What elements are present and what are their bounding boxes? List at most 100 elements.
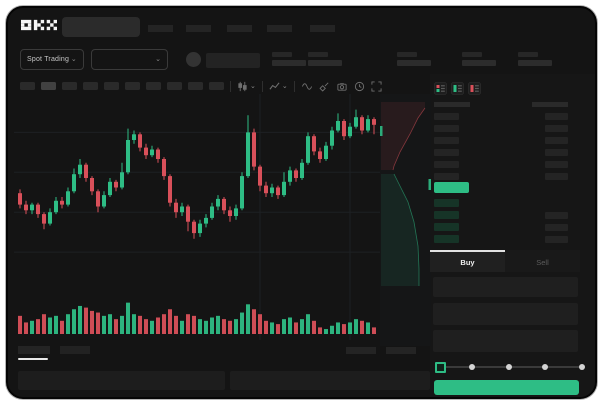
order-price-field[interactable] <box>433 277 578 297</box>
timeframe-button[interactable] <box>62 82 77 90</box>
ask-price-bar <box>434 124 459 132</box>
trading-pair-dropdown[interactable]: ⌄ <box>91 49 168 70</box>
line-tool-button[interactable] <box>301 81 313 92</box>
divider <box>261 80 263 92</box>
order-book-ask-row[interactable] <box>434 170 568 182</box>
chart-toolbar: ⌄ ⌄ <box>20 79 382 93</box>
slider-stop-50[interactable] <box>506 364 512 370</box>
slider-handle-0[interactable] <box>435 362 446 373</box>
bid-amount-bar <box>545 223 568 231</box>
ask-price-bar <box>434 172 459 180</box>
order-book-ask-row[interactable] <box>434 158 568 170</box>
order-amount-field[interactable] <box>433 303 578 325</box>
pencil-icon <box>319 82 329 92</box>
orderbook-last-price[interactable] <box>434 182 469 193</box>
nav-item[interactable] <box>227 25 252 32</box>
order-book-bid-row[interactable] <box>434 209 568 221</box>
orderbook-asks-icon[interactable] <box>468 82 481 95</box>
order-book-ask-row[interactable] <box>434 110 568 122</box>
timeframe-button[interactable] <box>209 82 224 90</box>
ask-price-bar <box>434 136 459 144</box>
nav-item[interactable] <box>310 25 335 32</box>
order-book-ask-row[interactable] <box>434 146 568 158</box>
ask-price-bar <box>434 112 459 120</box>
chart-type-selector[interactable]: ⌄ <box>237 81 256 92</box>
indicators-selector[interactable]: ⌄ <box>269 81 288 92</box>
slider-stop-25[interactable] <box>469 364 475 370</box>
order-side-tabs: Buy Sell <box>430 250 580 272</box>
draw-tool-button[interactable] <box>319 81 330 92</box>
order-book-bid-row[interactable] <box>434 233 568 245</box>
bottom-action-button[interactable] <box>346 347 376 354</box>
indicator-icon <box>269 81 280 90</box>
ask-price-bar <box>434 160 459 168</box>
nav-item[interactable] <box>267 25 292 32</box>
chevron-down-icon: ⌄ <box>250 82 256 90</box>
screenshot-button[interactable] <box>336 81 348 92</box>
market-type-label: Spot Trading <box>27 56 70 63</box>
market-type-dropdown[interactable]: Spot Trading ⌄ <box>20 49 84 70</box>
bottom-tab-underline <box>18 358 48 360</box>
order-book-ask-row[interactable] <box>434 122 568 134</box>
bid-price-bar <box>434 199 459 207</box>
bottom-action-button[interactable] <box>386 347 416 354</box>
orders-table-placeholder <box>18 371 225 390</box>
nav-item[interactable] <box>148 25 173 32</box>
bid-price-bar <box>434 223 459 231</box>
buy-tab-label: Buy <box>460 257 475 267</box>
order-book-bid-row[interactable] <box>434 221 568 233</box>
buy-button[interactable] <box>434 380 579 395</box>
timeframe-button[interactable] <box>188 82 203 90</box>
fullscreen-button[interactable] <box>371 80 382 92</box>
slider-stop-75[interactable] <box>542 364 548 370</box>
timeframe-button[interactable] <box>167 82 182 90</box>
ticker-stat <box>272 52 312 66</box>
history-button[interactable] <box>354 81 365 92</box>
expand-icon <box>371 80 382 92</box>
ask-amount-bar <box>545 112 568 120</box>
timeframe-button-active[interactable] <box>41 82 56 90</box>
slider-stop-100[interactable] <box>579 364 585 370</box>
candlestick-chart[interactable] <box>14 94 384 346</box>
chevron-down-icon: ⌄ <box>155 56 161 63</box>
price-marker <box>380 126 383 136</box>
bottom-tab[interactable] <box>60 346 90 354</box>
order-total-field[interactable] <box>433 330 578 352</box>
orderbook-amount-header <box>532 102 568 107</box>
okx-trading-window: Spot Trading ⌄ ⌄ ⌄ <box>6 6 597 399</box>
bid-amount-bar <box>545 211 568 219</box>
ticker-stat <box>462 52 502 66</box>
search-input[interactable] <box>62 17 140 37</box>
timeframe-button[interactable] <box>125 82 140 90</box>
orderbook-view-toggles <box>434 82 481 95</box>
divider <box>230 80 231 92</box>
timeframe-button[interactable] <box>83 82 98 90</box>
ask-amount-bar <box>545 136 568 144</box>
tab-buy[interactable]: Buy <box>430 250 505 272</box>
ticker-stat <box>397 52 437 66</box>
orders-table-placeholder <box>230 371 430 390</box>
orderbook-bids-icon[interactable] <box>451 82 464 95</box>
timeframe-button[interactable] <box>146 82 161 90</box>
bottom-tab-active[interactable] <box>18 346 50 354</box>
orderbook-both-icon[interactable] <box>434 82 447 95</box>
ask-price-bar <box>434 148 459 156</box>
ask-amount-bar <box>545 160 568 168</box>
divider <box>293 80 295 92</box>
amount-percent-slider[interactable] <box>435 361 585 373</box>
price-marker <box>428 179 431 190</box>
order-book-ask-row[interactable] <box>434 134 568 146</box>
timeframe-button[interactable] <box>20 82 35 90</box>
camera-icon <box>337 82 347 91</box>
ask-amount-bar <box>545 124 568 132</box>
clock-icon <box>354 81 364 91</box>
order-book-bid-row[interactable] <box>434 197 568 209</box>
ask-amount-bar <box>545 148 568 156</box>
wave-icon <box>301 82 312 90</box>
chevron-down-icon: ⌄ <box>70 56 77 63</box>
nav-item[interactable] <box>186 25 211 32</box>
orderbook-bids <box>434 197 568 245</box>
tab-sell[interactable]: Sell <box>505 250 580 272</box>
candlestick-icon <box>238 81 247 91</box>
timeframe-button[interactable] <box>104 82 119 90</box>
